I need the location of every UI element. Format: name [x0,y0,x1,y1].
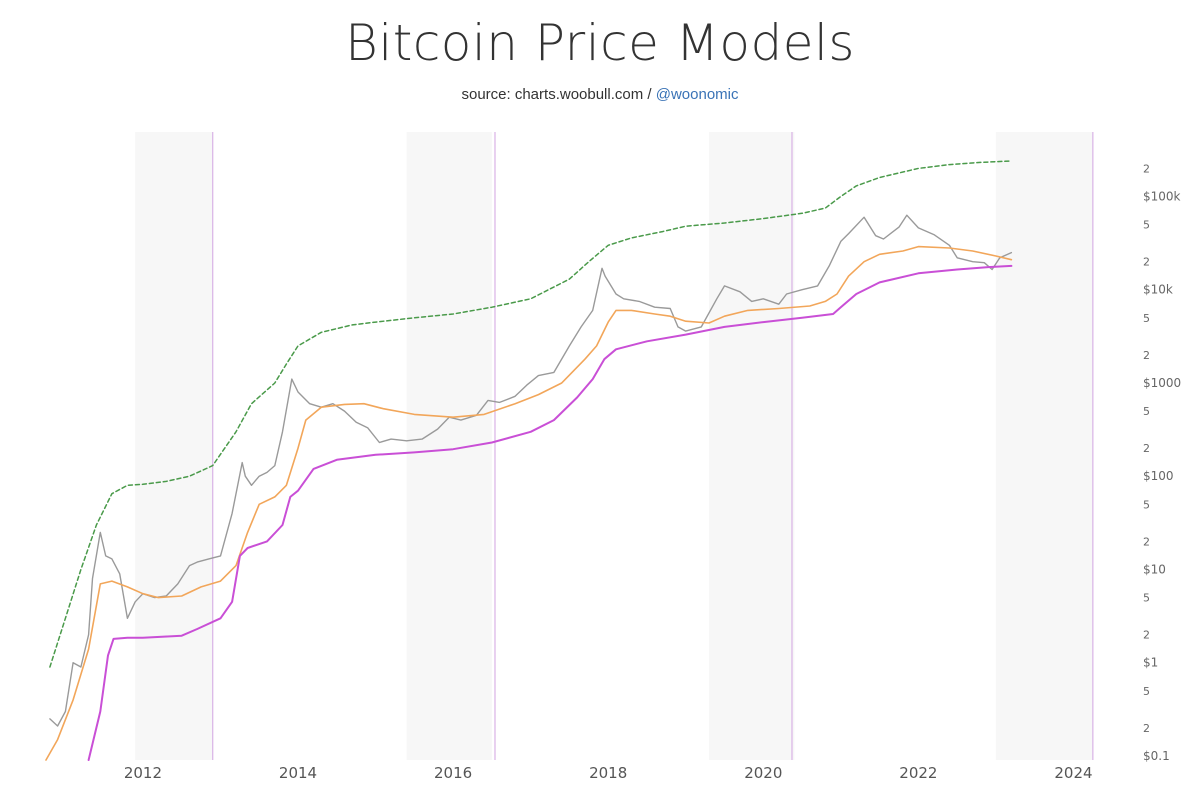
x-tick-label: 2012 [124,764,162,782]
shaded-band-3 [995,132,1093,760]
y-tick-label-major: $10 [1143,562,1166,576]
y-tick-label-minor: 5 [1143,405,1150,418]
y-tick-label-major: $1 [1143,656,1158,670]
y-tick-label-major: $1000 [1143,376,1181,390]
y-tick-label-minor: 2 [1143,162,1150,175]
y-tick-label-major: $100 [1143,469,1174,483]
shaded-bands [135,132,1093,760]
shaded-band-0 [135,132,213,760]
y-tick-label-minor: 5 [1143,498,1150,511]
y-axis: $0.1 $1 $10 $100 $1000 $10k $100k 2 5 2 5 2 5 2 5 2 5 2 5 2 [1143,162,1181,763]
chart-title: Bitcoin Price Models [345,14,855,72]
series-magenta-model [87,264,1013,761]
y-tick-label-minor: 2 [1143,629,1150,642]
x-tick-label: 2022 [899,764,937,782]
y-tick-label-minor: 2 [1143,256,1150,269]
series-price [49,214,1013,727]
x-tick-label: 2016 [434,764,472,782]
halving-lines [212,132,1094,760]
y-tick-label-minor: 2 [1143,349,1150,362]
x-axis: 2012 2014 2016 2018 2020 2022 2024 [124,764,1093,782]
y-tick-label-minor: 5 [1143,592,1150,605]
x-tick-label: 2014 [279,764,317,782]
series-orange-model [45,245,1013,761]
y-tick-label-major: $100k [1143,189,1181,203]
x-tick-label: 2020 [744,764,782,782]
author-handle-link[interactable]: @woonomic [655,86,739,103]
y-tick-label-minor: 5 [1143,685,1150,698]
series-lines [45,160,1013,761]
shaded-band-2 [709,132,795,760]
source-text: source: charts.woobull.com / [461,86,656,103]
shaded-band-1 [406,132,492,760]
series-green-model [49,160,1013,668]
y-tick-label-major: $0.1 [1143,749,1170,763]
y-tick-label-minor: 5 [1143,219,1150,232]
y-tick-label-minor: 2 [1143,442,1150,455]
x-tick-label: 2024 [1054,764,1092,782]
chart-subtitle: source: charts.woobull.com / @woonomic [0,86,1200,103]
y-tick-label-minor: 2 [1143,722,1150,735]
y-tick-label-minor: 2 [1143,535,1150,548]
x-tick-label: 2018 [589,764,627,782]
y-tick-label-major: $10k [1143,283,1173,297]
y-tick-label-minor: 5 [1143,312,1150,325]
